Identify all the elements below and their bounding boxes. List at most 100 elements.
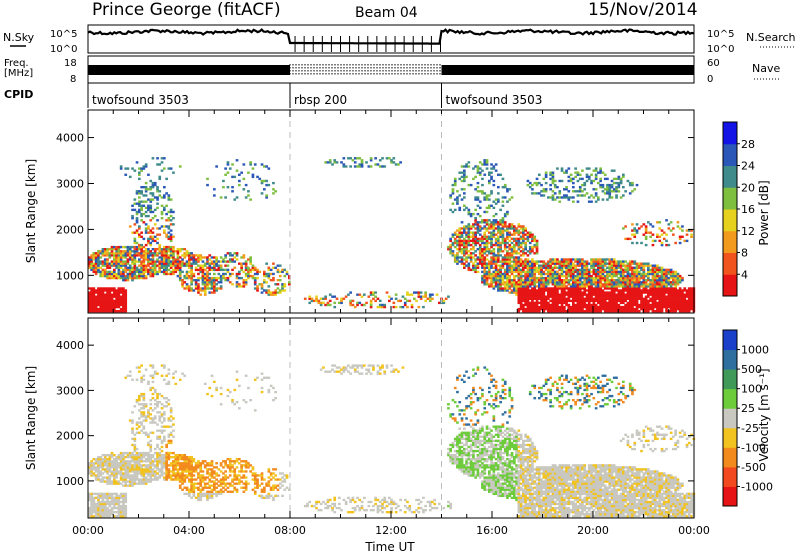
heatmap-cell [590, 310, 593, 313]
heatmap-cell [465, 256, 468, 259]
heatmap-cell [647, 285, 650, 288]
heatmap-cell [658, 274, 662, 278]
heatmap-cell [585, 295, 589, 298]
heatmap-cell [256, 287, 259, 290]
heatmap-cell [88, 260, 91, 263]
heatmap-cell [594, 192, 598, 195]
heatmap-cell [117, 480, 121, 483]
heatmap-cell [669, 276, 673, 280]
heatmap-cell [228, 252, 232, 255]
heatmap-cell [451, 241, 455, 245]
heatmap-cell [492, 206, 496, 210]
heatmap-cell [101, 472, 105, 475]
heatmap-cell [201, 281, 205, 284]
heatmap-cell [417, 293, 421, 296]
heatmap-cell [488, 285, 491, 288]
heatmap-cell [647, 266, 650, 269]
heatmap-cell [587, 262, 591, 265]
heatmap-cell [678, 235, 682, 238]
heatmap-cell [94, 305, 98, 309]
heatmap-cell [628, 303, 632, 307]
heatmap-cell [615, 196, 618, 199]
heatmap-cell [240, 171, 243, 174]
heatmap-cell [610, 301, 614, 305]
heatmap-cell [560, 270, 564, 274]
heatmap-cell [90, 297, 93, 300]
heatmap-cell [428, 297, 432, 300]
heatmap-cell [156, 233, 159, 236]
heatmap-cell [113, 303, 116, 307]
heatmap-cell [260, 181, 264, 185]
heatmap-cell [594, 262, 598, 265]
heatmap-cell [503, 214, 507, 218]
heatmap-cell [581, 301, 584, 305]
heatmap-cell [567, 274, 571, 278]
heatmap-cell [208, 283, 212, 286]
heatmap-cell [124, 478, 128, 481]
heatmap-cell [158, 260, 162, 263]
heatmap-cell [603, 295, 607, 298]
heatmap-cell [267, 167, 271, 170]
heatmap-cell [633, 285, 637, 288]
heatmap-cell [235, 252, 239, 255]
heatmap-cell [510, 268, 514, 272]
heatmap-cell [662, 293, 666, 296]
heatmap-cell [631, 297, 634, 300]
heatmap-cell [472, 235, 475, 238]
heatmap-cell [490, 167, 493, 170]
heatmap-cell [633, 266, 637, 269]
cpid-segment-label: rbsp 200 [294, 93, 347, 107]
heatmap-cell [672, 274, 675, 278]
heatmap-cell [526, 295, 530, 298]
heatmap-cell [549, 303, 552, 307]
heatmap-cell [90, 310, 93, 313]
heatmap-cell [135, 219, 139, 222]
heatmap-cell [419, 295, 423, 298]
heatmap-cell [540, 183, 543, 187]
heatmap-cell [524, 293, 527, 296]
heatmap-cell [378, 303, 382, 307]
heatmap-cell [122, 496, 125, 500]
heatmap-cell [158, 163, 162, 166]
heatmap-cell [510, 225, 514, 228]
heatmap-cell [124, 245, 128, 249]
heatmap-cell [158, 233, 162, 236]
heatmap-cell [585, 279, 589, 282]
heatmap-cell [97, 301, 100, 305]
heatmap-cell [92, 256, 96, 259]
heatmap-cell [662, 289, 666, 292]
heatmap-cell [499, 270, 502, 274]
heatmap-cell [565, 268, 568, 272]
heatmap-cell [483, 245, 487, 249]
heatmap-cell [672, 283, 675, 286]
heatmap-cell [674, 305, 677, 309]
heatmap-cell [635, 276, 639, 280]
heatmap-cell [647, 268, 650, 272]
heatmap-cell [499, 250, 502, 253]
heatmap-cell [485, 163, 489, 166]
heatmap-cell [126, 248, 130, 251]
heatmap-cell [92, 268, 96, 272]
heatmap-cell [528, 248, 532, 251]
heatmap-cell [483, 262, 487, 265]
heatmap-cell [133, 264, 137, 267]
heatmap-cell [572, 190, 575, 193]
heatmap-cell [583, 279, 587, 282]
heatmap-cell [113, 301, 116, 305]
heatmap-cell [92, 307, 96, 311]
heatmap-cell [158, 194, 162, 197]
heatmap-cell [599, 297, 602, 300]
heatmap-cell [113, 268, 116, 272]
heatmap-cell [519, 268, 523, 272]
heatmap-cell [242, 285, 246, 288]
heatmap-cell [115, 293, 118, 296]
heatmap-cell [522, 283, 525, 286]
heatmap-cell [165, 254, 168, 257]
heatmap-cell [92, 266, 96, 269]
heatmap-cell [528, 291, 532, 294]
heatmap-cell [460, 260, 464, 263]
heatmap-cell [531, 183, 534, 187]
heatmap-cell [528, 270, 532, 274]
heatmap-cell [617, 186, 621, 189]
heatmap-cell [622, 175, 625, 179]
